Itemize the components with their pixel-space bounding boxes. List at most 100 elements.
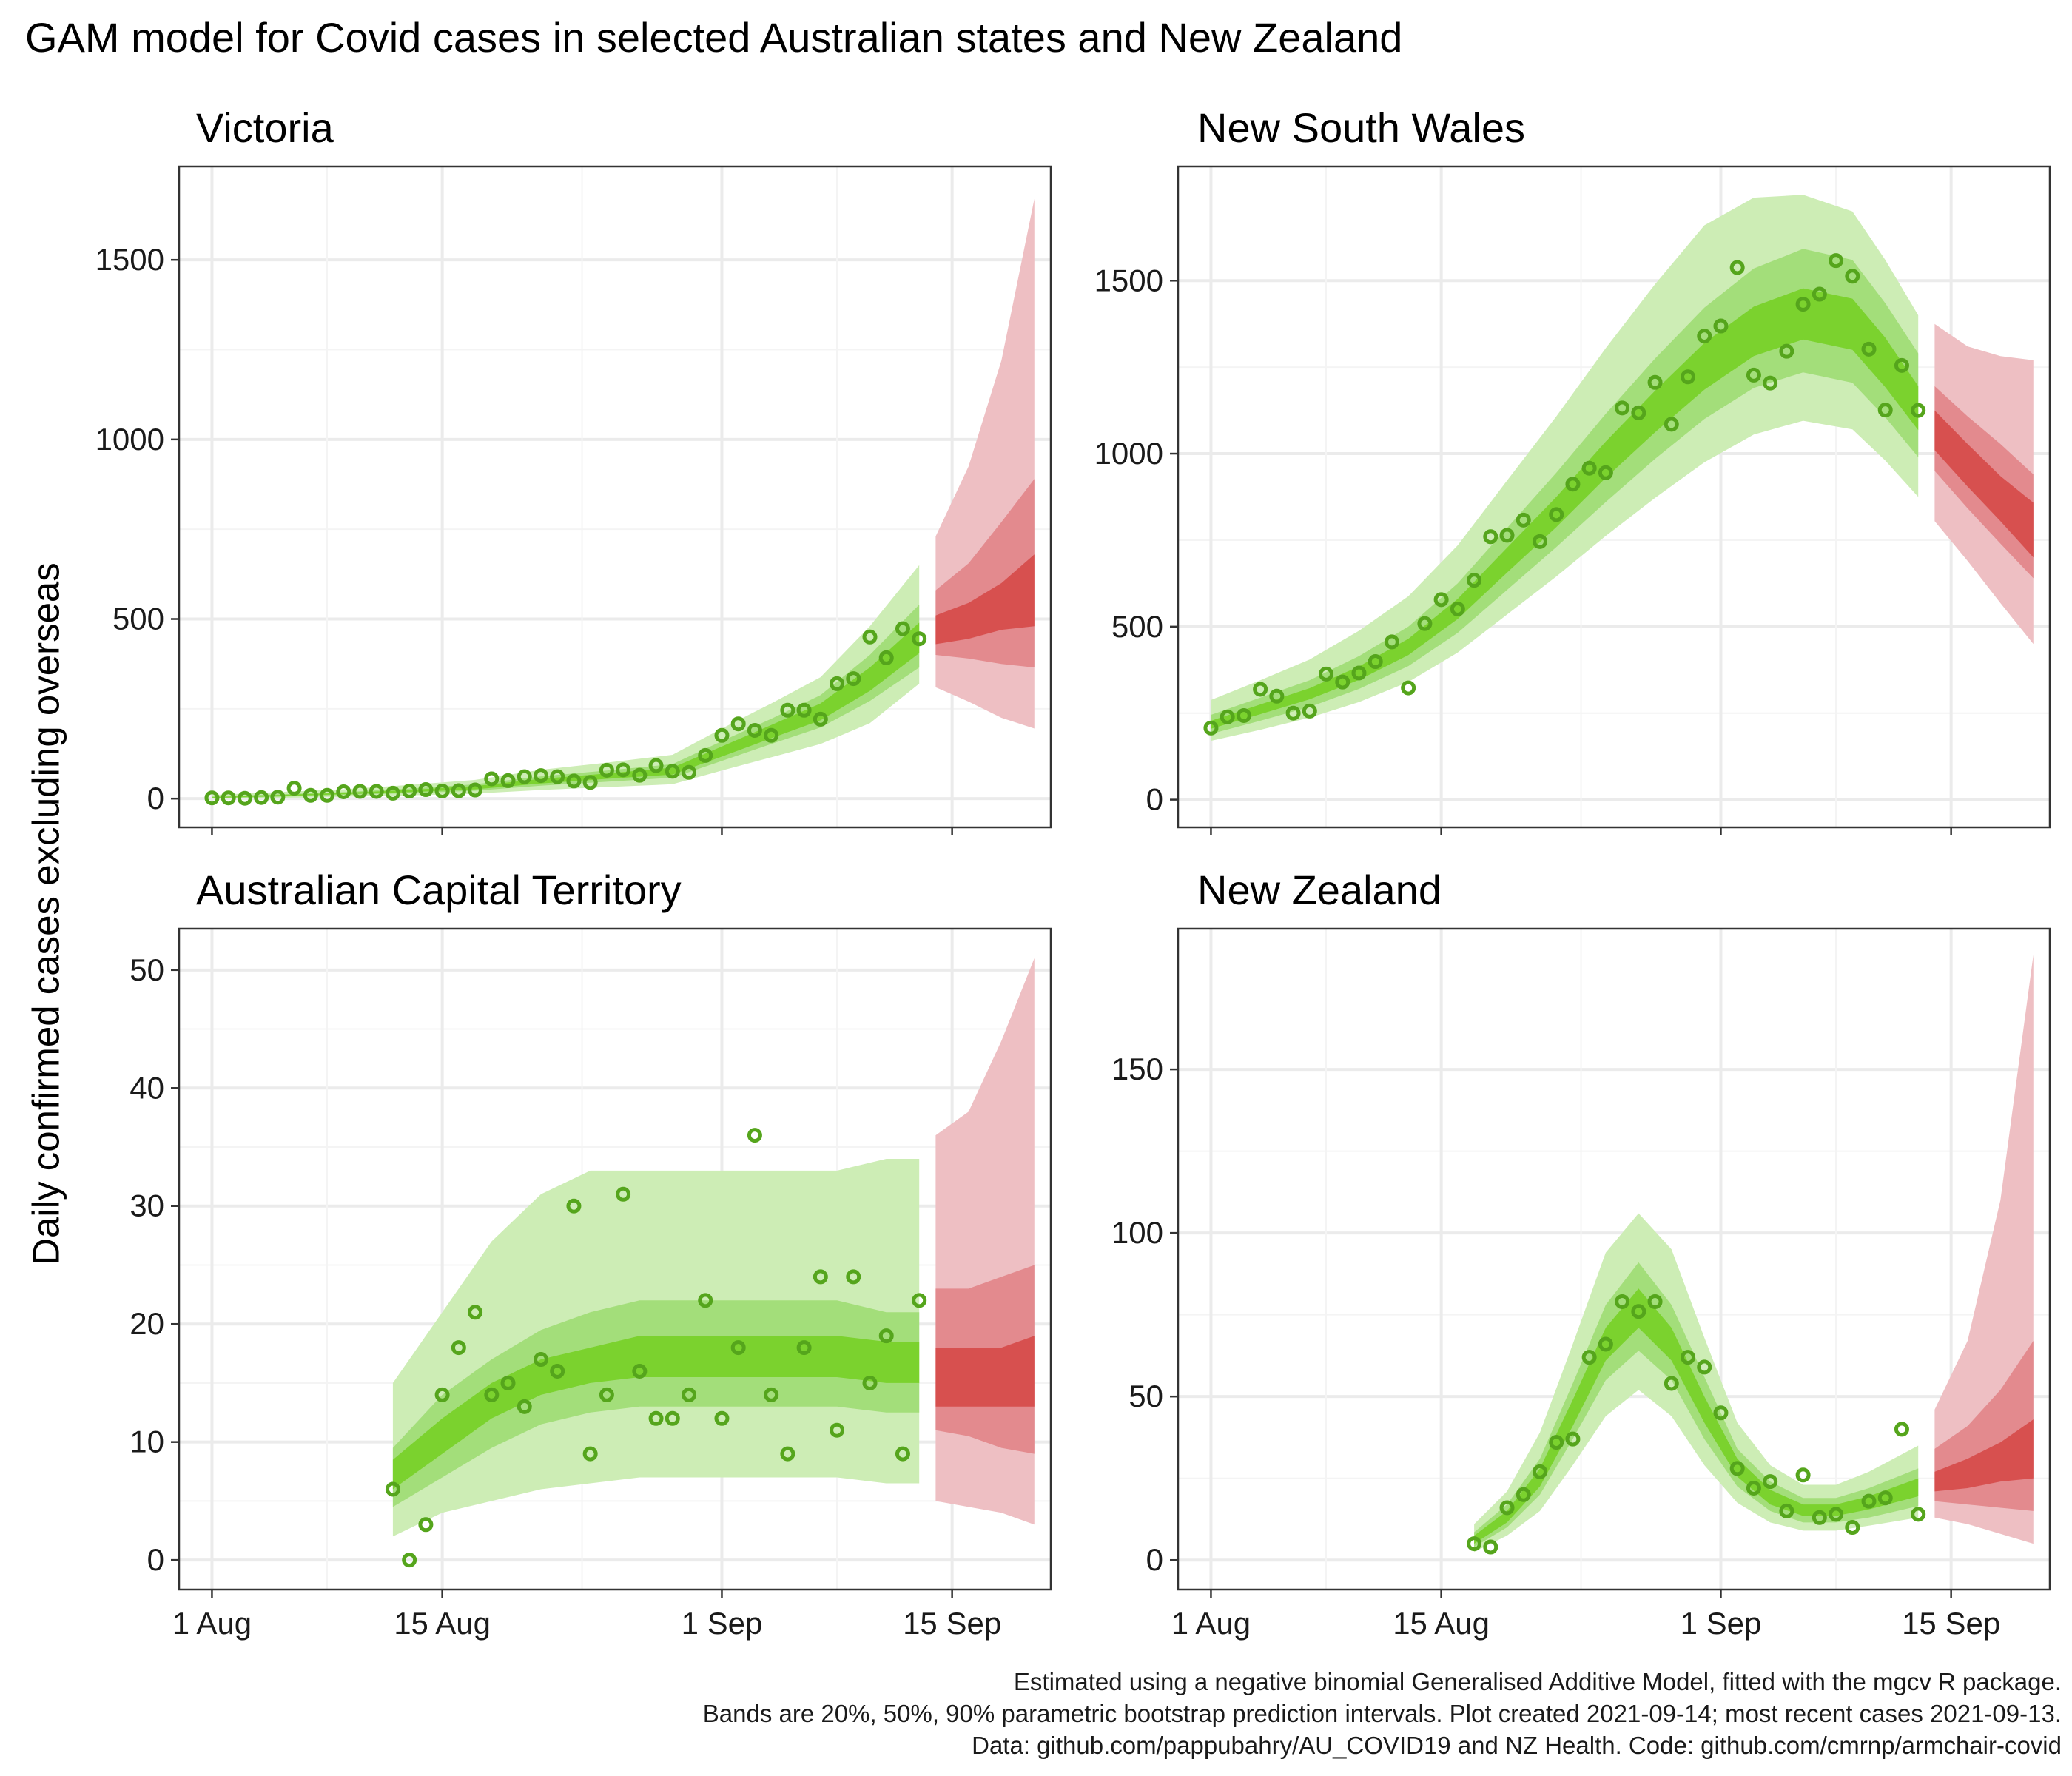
data-point [286,781,302,796]
data-point [714,1410,730,1426]
data-point [1713,318,1729,334]
y-tick-label: 1500 [95,242,164,277]
data-point [484,1387,500,1402]
data-point [468,782,483,798]
y-tick-label: 1000 [1094,436,1163,471]
data-point [369,784,384,799]
panel-border [1177,165,2051,829]
forecast-band-20 [935,554,1035,645]
data-point [1220,709,1235,724]
data-point [566,1198,582,1214]
data-point [1516,512,1531,528]
data-point [1729,260,1745,275]
x-tick-label: 1 Aug [172,1606,252,1641]
data-point [533,768,548,784]
data-point [648,758,664,773]
data-point [632,767,648,783]
panel-border [1177,927,2051,1591]
data-point [1549,507,1564,522]
data-point [1269,688,1285,704]
data-point [550,769,565,784]
data-point [747,722,762,738]
data-point [1894,1422,1909,1437]
data-point [582,1446,598,1462]
caption-line-3: Data: github.com/pappubahry/AU_COVID19 a… [972,1732,2062,1759]
data-point [1467,1536,1482,1552]
y-tick-label: 1500 [1094,263,1163,297]
y-tick-label: 0 [147,1542,164,1577]
data-point [665,1410,680,1426]
data-point [1911,403,1926,418]
data-point [1433,592,1449,608]
x-tick-label: 15 Sep [1902,1606,2000,1641]
data-point [780,1446,796,1462]
data-point [1779,343,1794,359]
data-point [682,1387,697,1402]
panel-title-act: Australian Capital Territory [196,867,682,913]
data-point [1401,680,1416,696]
panel-nsw: 0 500 1000 1500 [1094,165,2051,835]
chart-caption: Estimated using a negative binomial Gene… [703,1666,2062,1761]
data-point [1417,616,1433,631]
data-point [1467,573,1482,588]
data-point [714,727,730,743]
data-point [533,1352,548,1368]
data-point [1581,460,1597,476]
data-point [698,747,713,763]
data-point [434,783,450,798]
data-point [500,773,516,788]
data-point [1894,357,1909,373]
data-point [1812,1510,1827,1525]
x-tick-label: 15 Aug [1393,1606,1490,1641]
y-tick-label: 150 [1111,1052,1163,1086]
data-point [1516,1487,1531,1502]
data-point [1368,654,1383,670]
caption-line-1: Estimated using a negative binomial Gene… [1013,1668,2062,1695]
data-point [1499,1500,1515,1516]
data-point [846,1269,861,1285]
data-point [813,711,828,727]
data-point [1829,1507,1844,1522]
data-point [1581,1350,1597,1365]
data-point [1729,1461,1745,1476]
data-point [1746,367,1761,383]
x-tick-label: 1 Sep [1681,1606,1762,1641]
y-tick-label: 100 [1111,1215,1163,1250]
data-point [1565,1431,1581,1447]
data-point [1877,1490,1893,1506]
fit-band-20 [1211,288,1919,729]
panel-victoria: 0 500 1000 1500 [95,165,1052,835]
data-point [237,790,252,806]
data-point [1549,1435,1564,1450]
data-point [1746,1480,1761,1496]
data-point [1647,374,1663,390]
data-point [1845,1520,1860,1536]
data-point [385,785,400,801]
data-point [1812,286,1827,302]
data-point [336,784,352,799]
x-tick-label: 15 Aug [394,1606,491,1641]
data-point [1911,1507,1926,1522]
x-tick-label: 1 Sep [682,1606,763,1641]
data-point [616,1186,631,1202]
y-tick-label: 0 [147,781,164,815]
y-tick-label: 50 [130,952,164,987]
data-point [1631,405,1646,420]
data-point [451,1340,466,1356]
data-point [303,787,318,803]
data-point [1351,665,1367,681]
data-point [895,621,910,636]
data-point [1532,534,1547,549]
data-point [764,727,779,743]
data-point [1877,403,1893,418]
y-tick-label: 500 [1111,609,1163,644]
data-point [1319,666,1334,682]
data-point [451,783,466,798]
data-point [599,762,614,778]
data-point [830,1422,845,1438]
data-point [550,1363,565,1379]
data-point [1861,1493,1877,1509]
data-point [1236,707,1251,723]
data-point [862,1375,878,1390]
